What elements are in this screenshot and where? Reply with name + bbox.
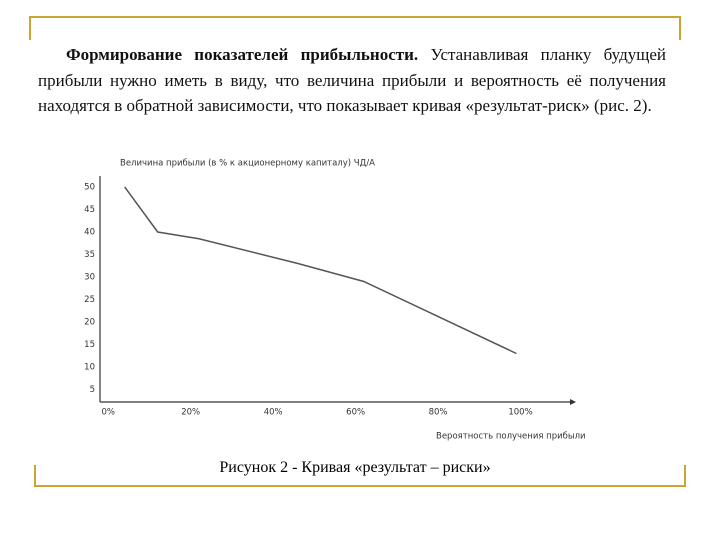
top-rule xyxy=(29,16,681,40)
x-tick-label: 40% xyxy=(264,408,283,418)
heading: Формирование показателей прибыльности. xyxy=(66,45,419,64)
bottom-rule xyxy=(34,465,686,487)
paragraph: Формирование показателей прибыльности. У… xyxy=(38,42,666,119)
body-text: Устанавливая планку будущей прибыли нужн… xyxy=(38,45,666,115)
x-tick-label: 60% xyxy=(346,408,365,418)
y-tick-label: 20 xyxy=(84,318,95,328)
y-tick-label: 5 xyxy=(90,385,95,395)
x-axis-label: Вероятность получения прибыли xyxy=(436,432,586,442)
x-tick-label: 80% xyxy=(429,408,448,418)
x-tick-label: 20% xyxy=(181,408,200,418)
frame xyxy=(29,16,686,487)
y-tick-label: 30 xyxy=(84,273,95,283)
x-tick-label: 100% xyxy=(508,408,532,418)
y-tick-label: 35 xyxy=(84,250,95,260)
y-tick-label: 40 xyxy=(84,228,95,238)
y-axis-label: Величина прибыли (в % к акционерному кап… xyxy=(120,159,375,169)
x-arrow xyxy=(570,399,576,405)
y-tick-label: 45 xyxy=(84,205,95,215)
curve xyxy=(124,186,517,355)
y-tick-label: 50 xyxy=(84,183,95,193)
x-tick-label: 0% xyxy=(101,408,115,418)
y-tick-label: 15 xyxy=(84,340,95,350)
caption: Рисунок 2 - Кривая «результат – риски» xyxy=(219,459,490,476)
y-tick-label: 10 xyxy=(84,363,95,373)
y-tick-label: 25 xyxy=(84,295,95,305)
